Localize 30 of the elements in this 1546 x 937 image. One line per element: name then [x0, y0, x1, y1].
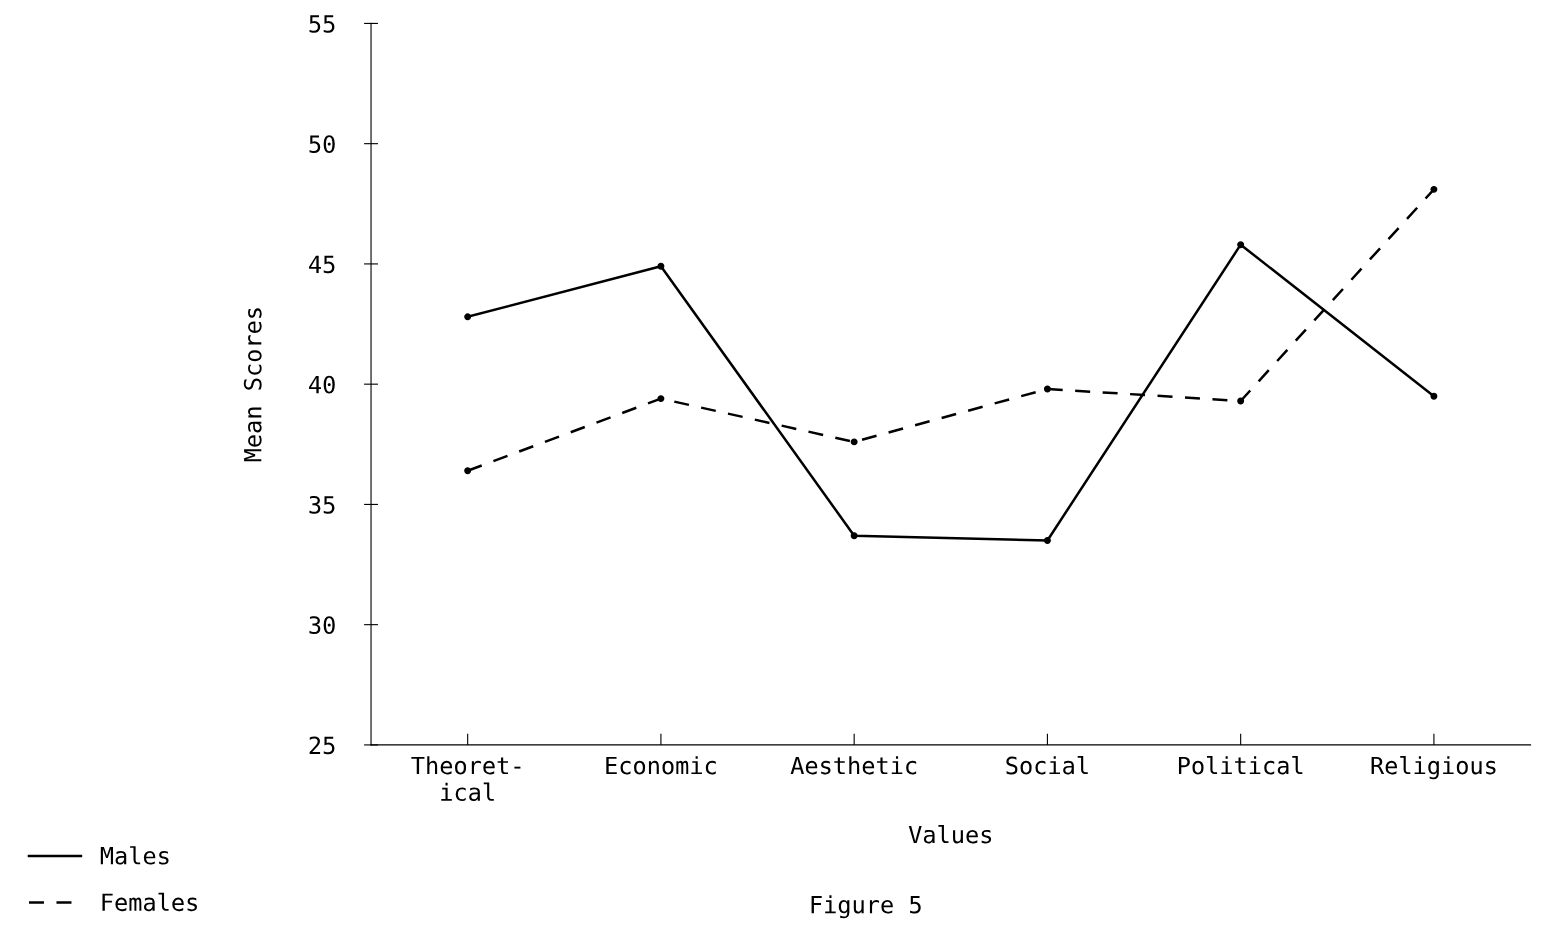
- point: [1430, 392, 1438, 400]
- x-tick-label: Social: [1006, 756, 1088, 775]
- x-axis-title: Values: [908, 825, 992, 844]
- point: [657, 262, 665, 270]
- x-tick-label: Religious: [1371, 756, 1496, 780]
- point: [1237, 241, 1245, 249]
- y-tick-label: 35: [309, 495, 335, 514]
- caption: Figure 5: [811, 895, 921, 919]
- x-tick-label: Economic: [606, 756, 716, 775]
- legend-label: Females: [102, 892, 197, 912]
- x-tick-label: Political: [1178, 756, 1303, 775]
- y-axis-title: Mean Scores: [243, 308, 262, 462]
- y-tick-label: 25: [309, 736, 335, 755]
- point: [464, 467, 472, 475]
- point: [850, 438, 858, 446]
- y-tick-label: 45: [309, 255, 335, 274]
- y-tick-label: 40: [309, 375, 335, 394]
- point: [1043, 385, 1051, 393]
- legend-label: Males: [100, 846, 169, 865]
- point: [1043, 537, 1051, 544]
- point: [1430, 185, 1438, 193]
- point: [464, 313, 472, 321]
- point: [850, 532, 858, 540]
- y-tick-label: 30: [309, 616, 335, 635]
- y-tick-label: 50: [309, 135, 335, 154]
- x-tick-label: Theoret- ical: [411, 756, 521, 802]
- point: [657, 395, 665, 403]
- y-tick-label: 55: [309, 15, 335, 33]
- point: [1237, 397, 1245, 405]
- x-tick-label: Aesthetic: [790, 756, 917, 775]
